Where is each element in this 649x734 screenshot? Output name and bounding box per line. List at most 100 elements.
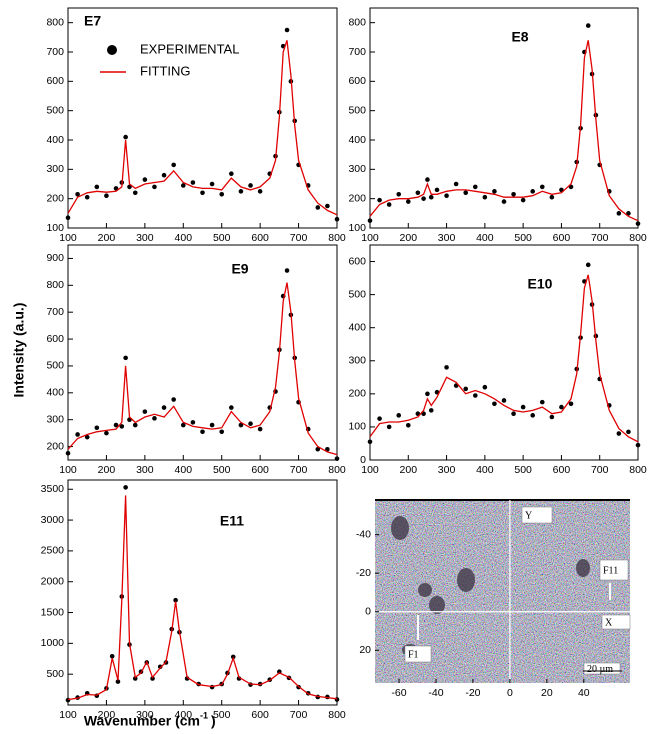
y-tick-label: 500 bbox=[348, 288, 366, 300]
data-point bbox=[425, 391, 430, 397]
x-tick-label: 800 bbox=[629, 232, 647, 244]
x-tick-label: 800 bbox=[629, 464, 647, 476]
data-point bbox=[463, 386, 469, 392]
y-tick-label: 800 bbox=[348, 16, 366, 28]
x-tick-label: 800 bbox=[328, 232, 346, 244]
y-tick-label: 600 bbox=[46, 333, 64, 345]
data-point bbox=[530, 189, 536, 194]
data-point bbox=[626, 211, 631, 216]
x-tick-label: 400 bbox=[175, 232, 193, 244]
y-tick-label: 0 bbox=[360, 454, 366, 466]
data-point bbox=[315, 446, 321, 452]
data-point bbox=[334, 216, 340, 222]
data-point bbox=[238, 422, 244, 428]
x-tick-label: 200 bbox=[400, 232, 418, 244]
data-point bbox=[396, 413, 402, 418]
x-tick-label: 300 bbox=[438, 232, 456, 244]
data-point bbox=[334, 456, 340, 461]
y-tick-label: -40 bbox=[356, 528, 371, 540]
data-point bbox=[65, 697, 71, 703]
dark-grain bbox=[429, 596, 445, 614]
annotation-box bbox=[599, 559, 629, 581]
y-tick-label: 600 bbox=[46, 75, 64, 87]
y-tick-label: 300 bbox=[348, 355, 366, 367]
x-tick-label: 700 bbox=[591, 464, 609, 476]
data-point bbox=[520, 404, 526, 410]
data-point bbox=[492, 401, 497, 407]
y-tick-label: 2000 bbox=[41, 575, 65, 587]
panel-title: E8 bbox=[511, 29, 528, 45]
y-tick-label: 700 bbox=[348, 46, 366, 58]
y-tick-label: 300 bbox=[348, 163, 366, 175]
data-point bbox=[492, 189, 497, 194]
annotation-box bbox=[521, 506, 553, 524]
y-tick-label: 100 bbox=[46, 222, 64, 234]
data-point bbox=[428, 194, 434, 200]
x-axis-label: Wavenumber (cm bbox=[84, 713, 200, 729]
data-point bbox=[142, 409, 148, 414]
data-point bbox=[65, 215, 71, 221]
fit-line bbox=[369, 40, 639, 222]
data-point bbox=[219, 429, 225, 435]
y-tick-label: 600 bbox=[348, 75, 366, 87]
data-point bbox=[123, 355, 128, 361]
data-point bbox=[161, 172, 167, 178]
annotation: 20 µm bbox=[587, 664, 613, 675]
data-point bbox=[367, 439, 373, 445]
data-point bbox=[549, 414, 555, 420]
data-point bbox=[405, 199, 411, 204]
data-point bbox=[463, 190, 469, 196]
data-point bbox=[444, 365, 449, 370]
x-tick-label: 200 bbox=[98, 709, 116, 721]
data-point bbox=[472, 184, 478, 190]
y-tick-label: 400 bbox=[348, 134, 366, 146]
y-tick-label: 500 bbox=[46, 104, 64, 116]
dark-grain bbox=[391, 516, 409, 540]
data-point bbox=[434, 187, 440, 193]
data-point bbox=[334, 697, 340, 702]
x-tick-label: 600 bbox=[251, 232, 269, 244]
y-tick-label: 400 bbox=[46, 387, 64, 399]
x-tick-label: 500 bbox=[514, 232, 532, 244]
data-point bbox=[325, 203, 330, 209]
y-tick-label: 500 bbox=[348, 104, 366, 116]
fit-line bbox=[67, 282, 338, 456]
y-tick-label: 300 bbox=[46, 413, 64, 425]
x-tick-label: 200 bbox=[98, 232, 116, 244]
annotation-box bbox=[583, 662, 621, 675]
data-point bbox=[626, 429, 631, 435]
data-point bbox=[171, 397, 176, 402]
y-tick-label: 3000 bbox=[41, 514, 65, 526]
x-tick-label: 400 bbox=[175, 709, 193, 721]
data-point bbox=[511, 411, 516, 416]
annotation: F1 bbox=[408, 649, 419, 660]
data-point bbox=[482, 384, 488, 390]
x-axis-label-suffix: ) bbox=[211, 713, 216, 729]
y-tick-label: 700 bbox=[46, 46, 64, 58]
plot-frame bbox=[369, 7, 639, 229]
data-point bbox=[238, 189, 244, 194]
y-tick-label: 600 bbox=[348, 255, 366, 267]
panel-title: E10 bbox=[528, 276, 553, 292]
x-tick-label: 0 bbox=[507, 687, 513, 699]
annotation: F11 bbox=[603, 565, 618, 576]
y-tick-label: 2500 bbox=[41, 545, 65, 557]
panel-title: E7 bbox=[84, 13, 101, 29]
data-point bbox=[501, 199, 507, 204]
x-tick-label: 600 bbox=[251, 464, 269, 476]
data-point bbox=[315, 205, 321, 210]
data-point bbox=[123, 485, 128, 490]
data-point bbox=[585, 262, 591, 268]
data-point bbox=[94, 425, 100, 431]
x-axis-label-superscript: -1 bbox=[200, 710, 208, 720]
x-tick-label: 100 bbox=[59, 232, 77, 244]
x-tick-label: 400 bbox=[476, 464, 494, 476]
data-point bbox=[75, 191, 80, 197]
x-tick-label: 300 bbox=[438, 464, 456, 476]
x-tick-label: 600 bbox=[553, 464, 571, 476]
data-point bbox=[209, 422, 215, 428]
data-point bbox=[209, 181, 215, 187]
data-point bbox=[616, 211, 622, 216]
data-point bbox=[94, 184, 100, 190]
